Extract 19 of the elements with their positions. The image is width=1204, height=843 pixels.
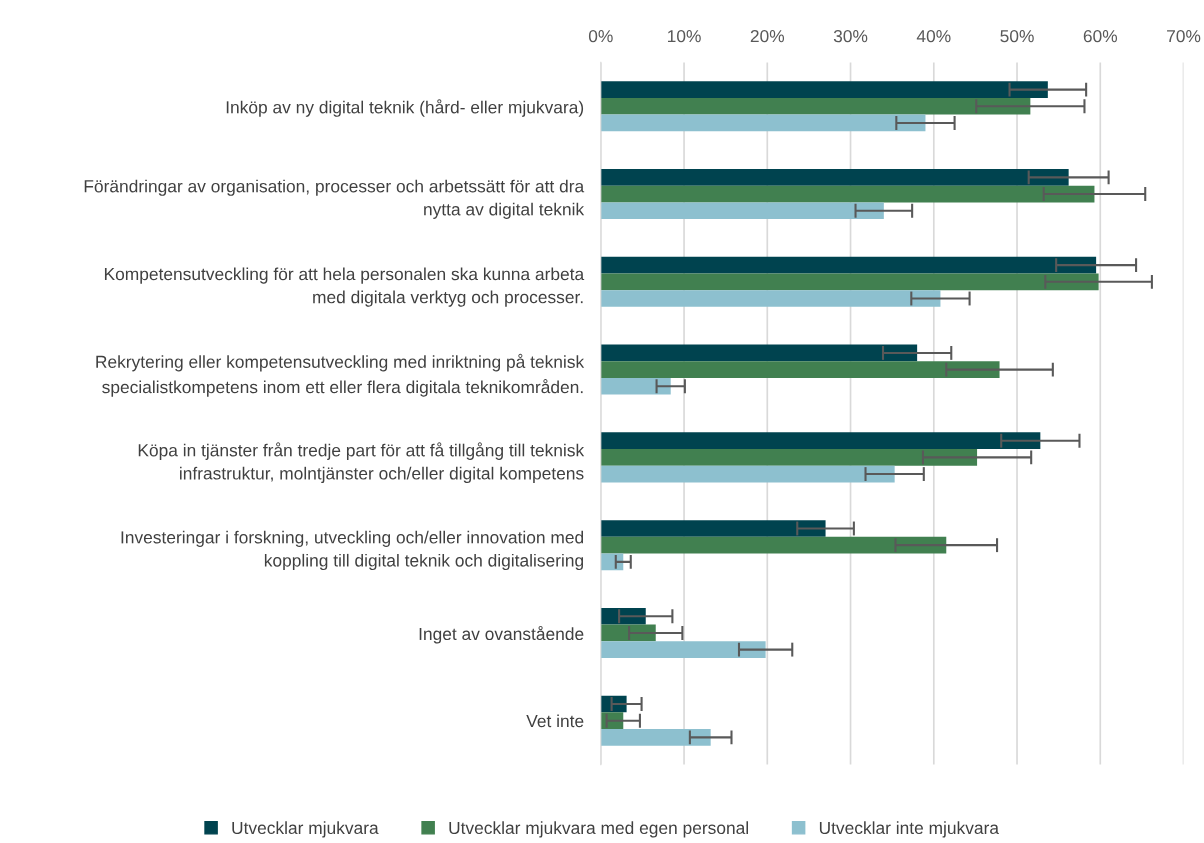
x-tick-label: 70%	[1167, 29, 1201, 43]
y-tick-label: Inget av ovanstående	[419, 625, 584, 644]
x-tick-label: 60%	[1083, 29, 1118, 43]
x-tick-label: 30%	[833, 29, 868, 43]
legend-label: Utvecklar mjukvara	[232, 821, 379, 838]
legend-label: Utvecklar mjukvara med egen personal	[449, 821, 748, 838]
x-tick-label: 50%	[1000, 29, 1034, 43]
y-tick-label: Förändringar av organisation, processer och arbetssätt för att dra nytta av digital teknik	[84, 179, 585, 219]
x-tick-label: 40%	[916, 29, 951, 43]
y-tick-label: Rekrytering eller kompetensutveckling med inriktning på teknisk specialistkompetens inom ett eller flera digitala teknikområden.	[96, 353, 585, 397]
y-tick-label: Investeringar i forskning, utveckling och/eller innovation med koppling till digital teknik och digitalisering	[121, 530, 584, 571]
y-tick-label: Kompetensutveckling för att hela personalen ska kunna arbeta med digitala verktyg och processer.	[104, 267, 585, 307]
legend-label: Utvecklar inte mjukvara	[819, 821, 999, 838]
y-tick-label: Vet inte	[526, 714, 584, 728]
x-tick-label: 20%	[750, 29, 785, 43]
y-tick-label: Köpa in tjänster från tredje part för att få tillgång till teknisk infrastruktur, molntjänster och/eller digital kompetens	[138, 442, 585, 483]
y-tick-label: Inköp av ny digital teknik (hård- eller mjukvara)	[226, 99, 584, 117]
x-tick-label: 0%	[588, 29, 613, 43]
x-tick-label: 10%	[667, 29, 701, 43]
